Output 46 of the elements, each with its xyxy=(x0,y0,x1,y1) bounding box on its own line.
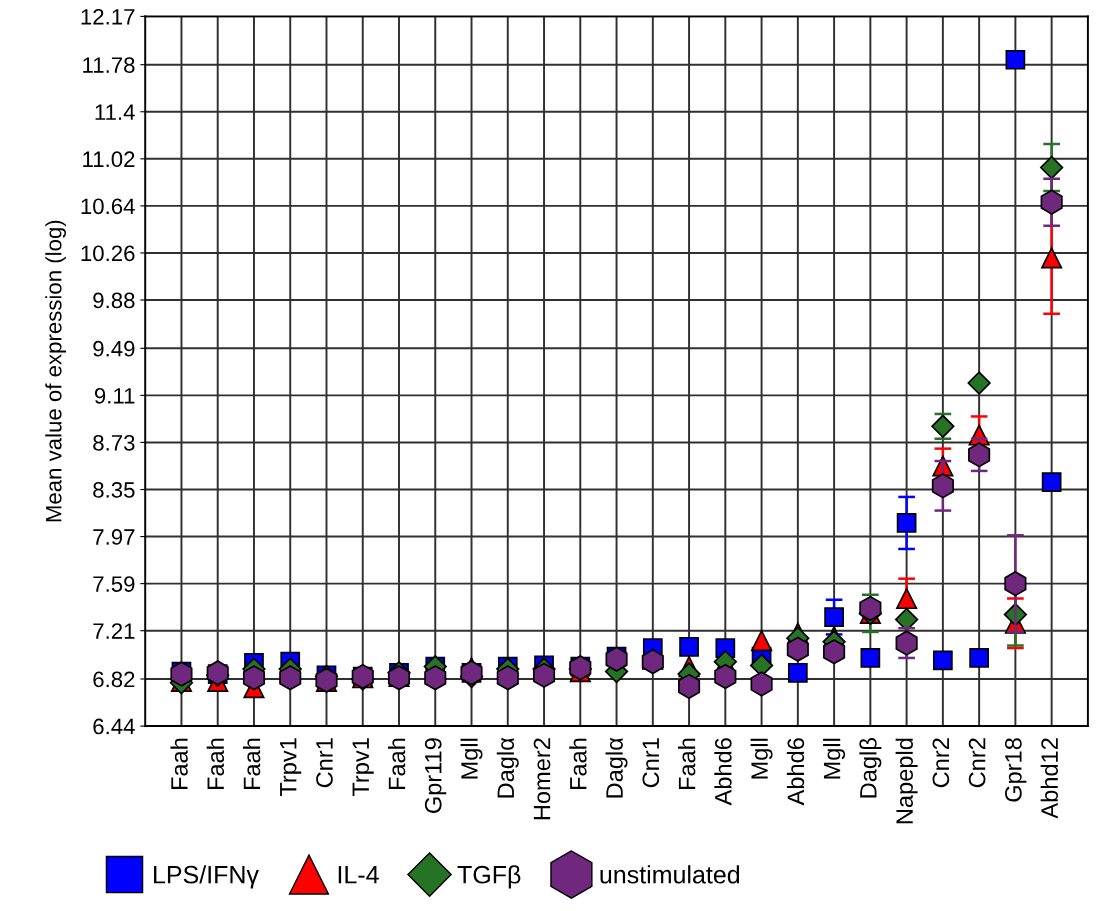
legend-label: IL-4 xyxy=(338,866,379,884)
x-tick-label: Daglβ xyxy=(859,738,882,798)
y-tick-label: 11.02 xyxy=(83,151,135,168)
x-tick-label: Mgll xyxy=(750,738,773,779)
y-tick-label: 7.97 xyxy=(93,529,135,545)
x-tick-label: Faah xyxy=(170,738,188,790)
y-tick-label: 6.82 xyxy=(93,671,135,688)
x-tick-label: Napepld xyxy=(895,738,918,824)
y-tick-label: 11.4 xyxy=(95,104,135,120)
x-tick-label: Cnr2 xyxy=(968,738,986,788)
y-tick-label: 7.21 xyxy=(93,623,135,639)
x-tick-label: Faah xyxy=(678,738,696,790)
y-tick-label: 11.78 xyxy=(83,57,135,73)
y-tick-label: 12.17 xyxy=(81,8,135,25)
x-tick-label: Cnr2 xyxy=(932,738,950,788)
y-tick-label: 7.59 xyxy=(93,576,135,592)
x-tick-label: Mgll xyxy=(823,738,846,779)
y-tick-label: 9.11 xyxy=(94,387,135,404)
x-tick-label: Faah xyxy=(388,738,406,790)
y-tick-label: 10.64 xyxy=(81,198,135,215)
y-tick-label: 9.49 xyxy=(93,340,135,357)
x-tick-label: Abhd6 xyxy=(714,738,732,806)
x-tick-label: Gpr18 xyxy=(1005,738,1027,802)
x-tick-label: Faah xyxy=(206,738,225,790)
x-tick-label: Trpv1 xyxy=(352,738,374,797)
y-tick-label: 9.88 xyxy=(93,292,135,309)
legend-label: TGFβ xyxy=(457,865,521,889)
x-tick-label: Faah xyxy=(569,738,587,790)
x-tick-label: Trpv1 xyxy=(280,738,302,797)
x-tick-label: Faah xyxy=(242,738,261,790)
y-tick-label: 8.35 xyxy=(93,482,135,498)
y-tick-label: 10.26 xyxy=(81,245,135,262)
x-tick-label: Cnr1 xyxy=(316,738,333,788)
x-tick-label: Abhd6 xyxy=(786,738,805,806)
x-tick-label: Abhd12 xyxy=(1040,738,1058,819)
x-tick-label: Gpr119 xyxy=(424,738,447,813)
x-tick-label: Cnr1 xyxy=(642,738,660,788)
y-tick-label: 6.44 xyxy=(93,718,135,735)
x-tick-label: Homer2 xyxy=(533,738,551,820)
x-tick-label: Daglα xyxy=(496,737,519,798)
y-axis-title: Mean value of expression (log) xyxy=(45,220,66,522)
x-tick-label: Mgll xyxy=(460,738,483,779)
y-tick-label: 8.73 xyxy=(93,434,135,451)
x-tick-label: Daglα xyxy=(605,737,628,798)
legend-label: unstimulated xyxy=(600,865,740,884)
legend-label: LPS/IFNγ xyxy=(154,865,259,889)
